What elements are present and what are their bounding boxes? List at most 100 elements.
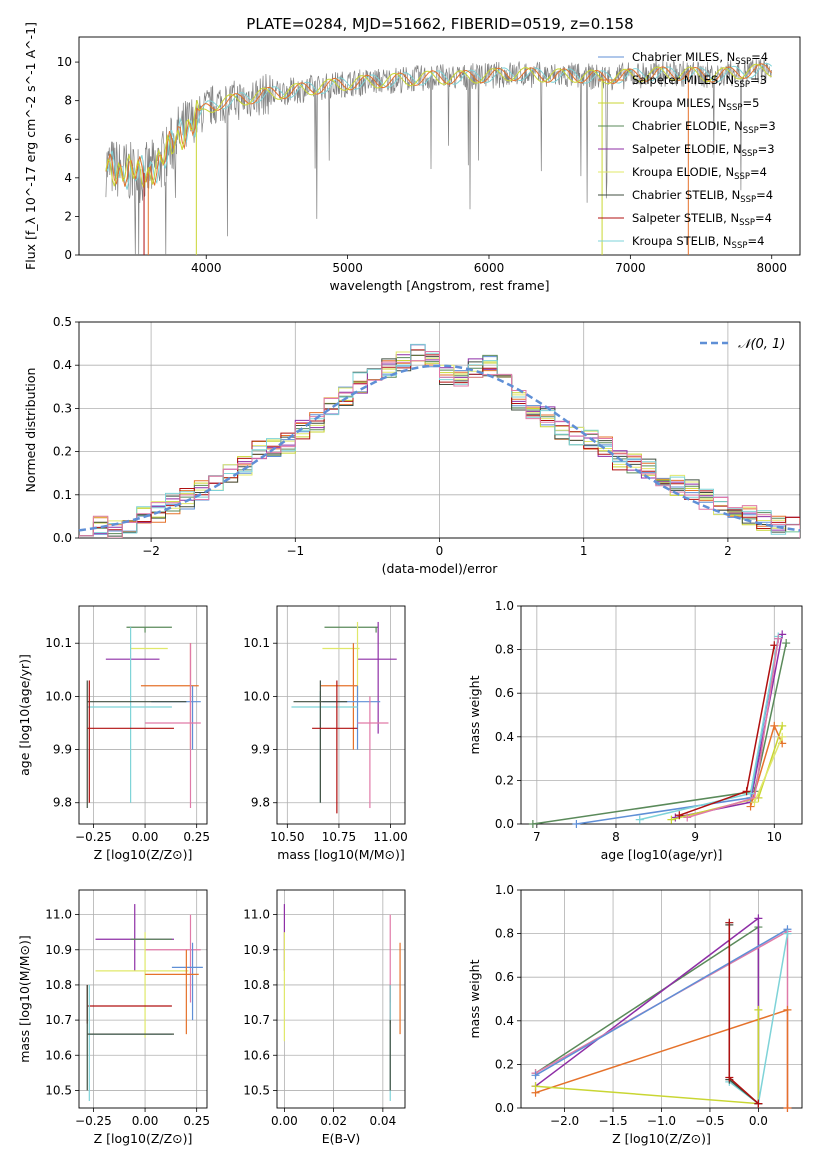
histogram-pink — [79, 351, 800, 538]
x-tick-label: 10.50 — [270, 830, 304, 844]
y-tick-label: 10.1 — [243, 636, 270, 650]
y-tick-label: 10 — [57, 55, 72, 69]
x-tick-label: 8000 — [756, 261, 787, 275]
y-axis-label: Normed distribution — [23, 368, 38, 493]
x-tick-label: 9 — [691, 830, 699, 844]
axes-frame — [78, 321, 801, 539]
legend-label: Chabrier ELODIE, NSSP=3 — [632, 119, 776, 136]
figure-title: PLATE=0284, MJD=51662, FIBERID=0519, z=0… — [246, 15, 633, 33]
data-point-salpeter_miles — [746, 802, 755, 811]
y-tick-label: 0.8 — [495, 927, 514, 941]
y-tick-label: 9.9 — [251, 743, 270, 757]
x-tick-label: −0.25 — [75, 830, 112, 844]
legend-label: Kroupa ELODIE, NSSP=4 — [632, 165, 767, 182]
y-tick-label: 0.4 — [53, 358, 72, 372]
axes-frame — [520, 889, 803, 1109]
axes-frame — [520, 605, 803, 825]
y-axis-label: Flux [f_λ 10^-17 erg cm^-2 s^-1 A^-1] — [23, 22, 38, 270]
y-tick-label: 1.0 — [495, 599, 514, 613]
panel-age_vs_Z: −0.25 0.00 0.25 9.8 9.9 10.0 10.1 Z [log10(Z/Z⊙… — [17, 605, 210, 862]
data-point-kroupa_miles — [667, 815, 676, 824]
data-point-chabrier_miles — [531, 1071, 540, 1080]
y-axis-label: mass weight — [467, 959, 482, 1038]
y-tick-label: 9.8 — [53, 796, 72, 810]
y-tick-label: 0.6 — [495, 970, 514, 984]
data-point-chabrier_elodie — [782, 639, 791, 648]
x-axis-label: (data-model)/error — [382, 561, 499, 576]
x-tick-label: 0.02 — [320, 1114, 347, 1128]
y-axis-label: mass [log10(M/M⊙)] — [17, 935, 32, 1063]
data-point-chabrier_elodie — [528, 820, 537, 828]
y-tick-label: 10.9 — [45, 943, 72, 957]
y-tick-label: 10.9 — [243, 943, 270, 957]
y-tick-label: 0.3 — [53, 401, 72, 415]
x-tick-label: 7000 — [615, 261, 646, 275]
panel-massweight_vs_Z: −2.0 −1.5 −1.0 −0.5 0.0 0.0 0.2 0.4 0.6 0.8 1.0 Z [… — [467, 883, 803, 1146]
axes-frame — [78, 889, 208, 1109]
y-tick-label: 10.0 — [45, 689, 72, 703]
y-tick-label: 0.6 — [495, 686, 514, 700]
x-axis-label: E(B-V) — [322, 1131, 361, 1146]
x-tick-label: 0.04 — [369, 1114, 396, 1128]
panel-residuals: −2 −1 0 1 2 0.0 0.1 0.2 0.3 0.4 0.5 (data-model)/er… — [23, 315, 801, 576]
y-tick-label: 10.8 — [45, 978, 72, 992]
x-tick-label: 2 — [724, 544, 732, 558]
x-tick-label: −2 — [142, 544, 160, 558]
x-tick-label: 7 — [533, 830, 541, 844]
y-tick-label: 0.2 — [53, 445, 72, 459]
series-line-pink — [686, 638, 780, 819]
legend-label: 𝒩(0, 1) — [738, 337, 785, 352]
axes-frame — [276, 889, 406, 1109]
legend-label: Salpeter ELODIE, NSSP=3 — [632, 142, 775, 159]
axes-frame — [276, 605, 406, 825]
legend-label: Salpeter MILES, NSSP=3 — [632, 73, 767, 90]
series-line-salpeter_elodie — [675, 634, 783, 819]
x-tick-label: 0.25 — [183, 830, 210, 844]
data-point-pink — [774, 634, 783, 643]
y-tick-label: 0.2 — [495, 773, 514, 787]
y-tick-label: 2 — [64, 209, 72, 223]
x-tick-label: 10.75 — [322, 830, 356, 844]
data-point-salpeter_miles — [783, 1005, 792, 1014]
y-tick-label: 0.1 — [53, 488, 72, 502]
y-tick-label: 10.8 — [243, 978, 270, 992]
series-line-chabrier_miles — [576, 638, 780, 824]
y-tick-label: 0.0 — [495, 1101, 514, 1115]
y-tick-label: 10.6 — [243, 1048, 270, 1062]
data-point-salpeter_stelib — [675, 811, 684, 820]
y-tick-label: 9.8 — [251, 796, 270, 810]
series-line-kroupa_elodie — [753, 736, 783, 803]
series-line-chabrier_miles — [535, 928, 788, 1076]
x-tick-label: 4000 — [191, 261, 222, 275]
y-axis-label: age [log10(age/yr)] — [17, 654, 32, 776]
x-tick-label: −2.0 — [550, 1114, 579, 1128]
model-spectrum-kroupa_miles — [105, 63, 772, 190]
data-point-salpeter_elodie — [754, 914, 763, 923]
panel-mass_vs_Z: −0.25 0.00 0.25 10.5 10.6 10.7 10.8 10.9 11.0 Z [… — [17, 889, 210, 1146]
y-tick-label: 10.7 — [243, 1013, 270, 1027]
data-point-kroupa_miles — [778, 721, 787, 730]
y-tick-label: 6 — [64, 132, 72, 146]
data-point-kroupa_stelib — [783, 929, 792, 938]
model-spectrum-kroupa_stelib — [105, 62, 773, 190]
data-point-salpeter_stelib — [742, 787, 751, 796]
series-line-chabrier_elodie — [535, 925, 760, 1104]
x-tick-label: 8 — [612, 830, 620, 844]
x-tick-label: 1 — [580, 544, 588, 558]
panel-spectrum: 4000 5000 6000 7000 8000 0 2 4 6 8 10 wavelength [A… — [23, 22, 801, 293]
y-tick-label: 0.4 — [495, 1014, 514, 1028]
y-tick-label: 10.5 — [45, 1083, 72, 1097]
observed-spectrum-line — [105, 57, 772, 255]
legend-label: Kroupa STELIB, NSSP=4 — [632, 234, 764, 251]
data-point-salpeter_stelib — [725, 1073, 734, 1082]
y-tick-label: 0 — [64, 248, 72, 262]
y-tick-label: 8 — [64, 94, 72, 108]
y-tick-label: 0.5 — [53, 315, 72, 329]
data-point-kroupa_miles — [531, 1082, 540, 1091]
y-tick-label: 11.0 — [45, 908, 72, 922]
data-point-kroupa_elodie — [778, 732, 787, 741]
y-tick-label: 1.0 — [495, 883, 514, 897]
x-tick-label: 0.00 — [271, 1114, 298, 1128]
x-tick-label: 0.25 — [183, 1114, 210, 1128]
